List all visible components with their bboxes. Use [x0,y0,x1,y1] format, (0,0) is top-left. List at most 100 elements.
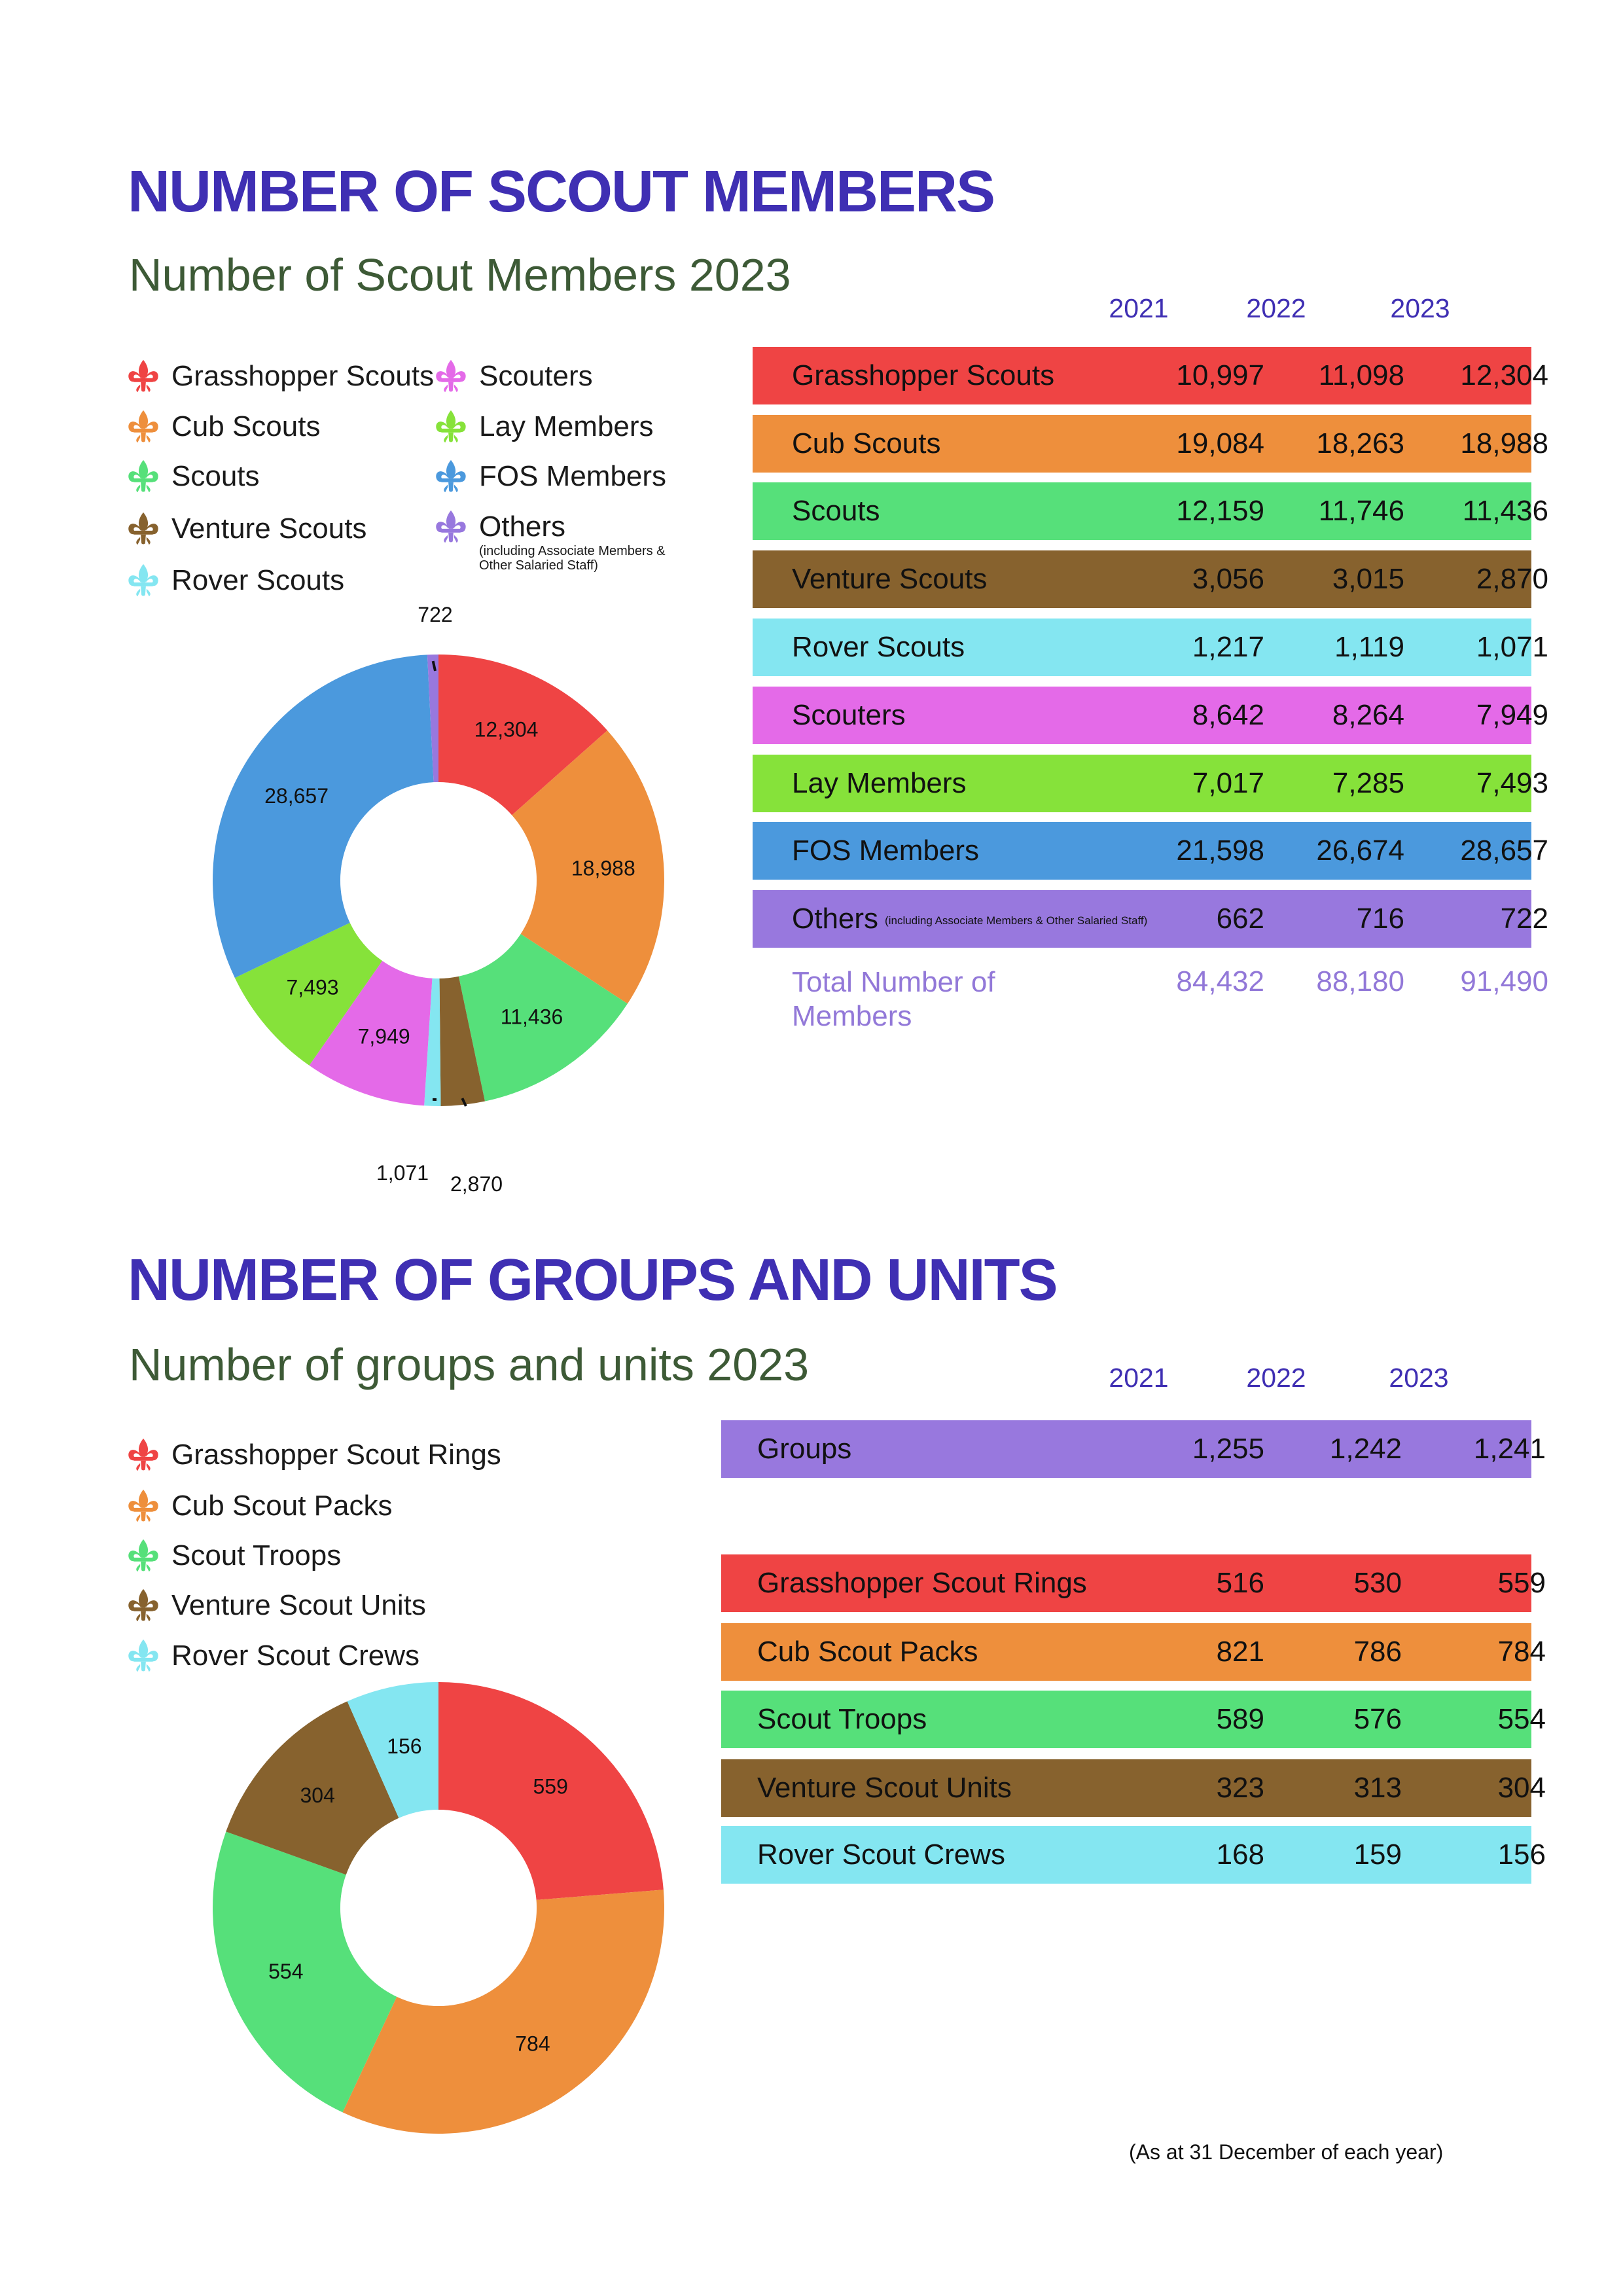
row-value-2021: 168 [1216,1839,1264,1871]
legend-label: Grasshopper Scout Rings [171,1439,501,1471]
row-label-text: Others [792,903,879,935]
row-label: Cub Scout Packs [757,1636,978,1668]
row-value-2021: 12,159 [1176,495,1264,527]
legend-item: Rover Scout Crews [124,1636,419,1676]
donut-data-label: 784 [515,2032,550,2055]
fleur-de-lis-icon [128,512,158,545]
fleur-de-lis-icon [128,1539,158,1572]
row-label: FOS Members [792,834,979,867]
fleur-de-lis-icon [128,564,158,597]
row-value-2022: 11,098 [1318,359,1404,391]
donut-data-label: 18,988 [571,856,635,880]
donut-slice [438,1682,664,1900]
row-label-text: Cub Scouts [792,427,941,459]
donut-slice [427,655,438,783]
table-row: Others (including Associate Members & Oth… [753,890,1548,948]
row-label-text: Scouters [792,699,906,731]
row-label: Cub Scouts [792,427,940,460]
members-donut-chart: 12,304 18,988 11,436 2,870 1,071 7,949 7,493 28… [212,603,664,1196]
row-value-2023: 2,870 [1476,563,1548,595]
row-value-2023: 156 [1497,1839,1546,1871]
fleur-de-lis-icon [128,410,158,443]
groups-donut-chart: 559 784 554 304 156 [212,1682,665,2134]
row-label: Venture Scout Units [757,1772,1012,1804]
row-label: Scout Troops [757,1703,927,1736]
donut-slice [226,1701,399,1875]
row-value-2021: 1,255 [1192,1433,1264,1465]
legend-label: Venture Scout Units [171,1589,426,1621]
leader-line [431,660,437,672]
row-label: Groups [757,1433,851,1465]
section1-title: NUMBER OF SCOUT MEMBERS [128,159,995,224]
row-label: Scouters [792,699,906,732]
row-value-2023: 91,490 [1460,965,1548,997]
row-label-text: Rover Scout Crews [757,1839,1006,1871]
year-header-2023: 2023 [1389,1363,1449,1393]
row-value-2022: 786 [1353,1636,1402,1668]
fleur-de-lis-icon [128,1438,158,1471]
table-row: Lay Members 7,017 7,285 7,493 [753,755,1548,812]
year-header-2021: 2021 [1109,293,1169,323]
row-note: (including Associate Members & Other Sal… [885,914,1148,927]
row-value-2022: 8,264 [1332,699,1404,731]
row-value-2023: 722 [1500,903,1548,935]
donut-data-label: 559 [533,1774,568,1798]
donut-slice [438,655,608,816]
row-label-text: Total Number of Members [792,966,995,1032]
row-label: Scouts [792,495,880,528]
row-label-text: Lay Members [792,767,967,799]
row-value-2021: 10,997 [1176,359,1264,391]
row-value-2022: 26,674 [1316,834,1404,867]
fleur-de-lis-icon [436,410,466,443]
table-row: Scouters 8,642 8,264 7,949 [753,687,1548,744]
row-label-text: Grasshopper Scout Rings [757,1567,1087,1599]
row-value-2022: 1,119 [1334,631,1404,663]
row-value-2021: 662 [1216,903,1264,935]
donut-data-label: 12,304 [474,718,539,742]
row-value-2023: 304 [1497,1772,1546,1804]
legend-item: Venture Scouts [124,509,366,548]
donut-slice [342,1890,665,2134]
row-value-2022: 576 [1353,1703,1402,1735]
legend-item: Lay Members [432,407,654,446]
row-value-2022: 7,285 [1332,767,1404,799]
row-value-2021: 589 [1216,1703,1264,1735]
legend-label: Rover Scout Crews [171,1640,420,1672]
legend-item: Rover Scouts [124,561,344,600]
row-label: Grasshopper Scouts [792,359,1054,392]
row-value-2023: 18,988 [1460,427,1548,459]
table-row: FOS Members 21,598 26,674 28,657 [753,822,1548,880]
legend-item: FOS Members [432,457,666,496]
row-value-2021: 19,084 [1176,427,1264,459]
row-value-2023: 7,949 [1476,699,1548,731]
legend-note: (including Associate Members & Other Sal… [479,544,666,573]
legend-item: Others [432,507,565,547]
row-value-2022: 88,180 [1316,965,1404,997]
donut-slice [212,655,434,978]
row-value-2022: 530 [1353,1567,1402,1599]
table-row: Rover Scout Crews 168 159 156 [721,1826,1546,1884]
legend-item: Scout Troops [124,1536,341,1575]
section2-title: NUMBER OF GROUPS AND UNITS [128,1247,1058,1313]
table-row: Grasshopper Scout Rings 516 530 559 [721,1554,1546,1612]
fleur-de-lis-icon [128,1588,158,1622]
row-label: Rover Scouts [792,631,965,664]
row-value-2022: 313 [1353,1772,1402,1804]
row-label-text: Cub Scout Packs [757,1636,978,1668]
footnote: (As at 31 December of each year) [1129,2140,1444,2164]
fleur-de-lis-icon [128,359,158,393]
legend-item: Cub Scout Packs [124,1486,393,1526]
row-label: Rover Scout Crews [757,1839,1005,1871]
legend-label: Venture Scouts [171,512,367,545]
row-label-text: Grasshopper Scouts [792,359,1055,391]
row-value-2021: 821 [1216,1636,1264,1668]
year-header-2021: 2021 [1109,1363,1169,1393]
row-value-2021: 21,598 [1176,834,1264,867]
leader-line [461,1098,467,1107]
row-label: Lay Members [792,767,967,800]
row-value-2022: 716 [1356,903,1404,935]
legend-label: Cub Scout Packs [171,1490,393,1522]
row-label-text: Rover Scouts [792,631,965,663]
row-label-text: FOS Members [792,834,980,867]
row-label-text: Venture Scouts [792,563,988,595]
